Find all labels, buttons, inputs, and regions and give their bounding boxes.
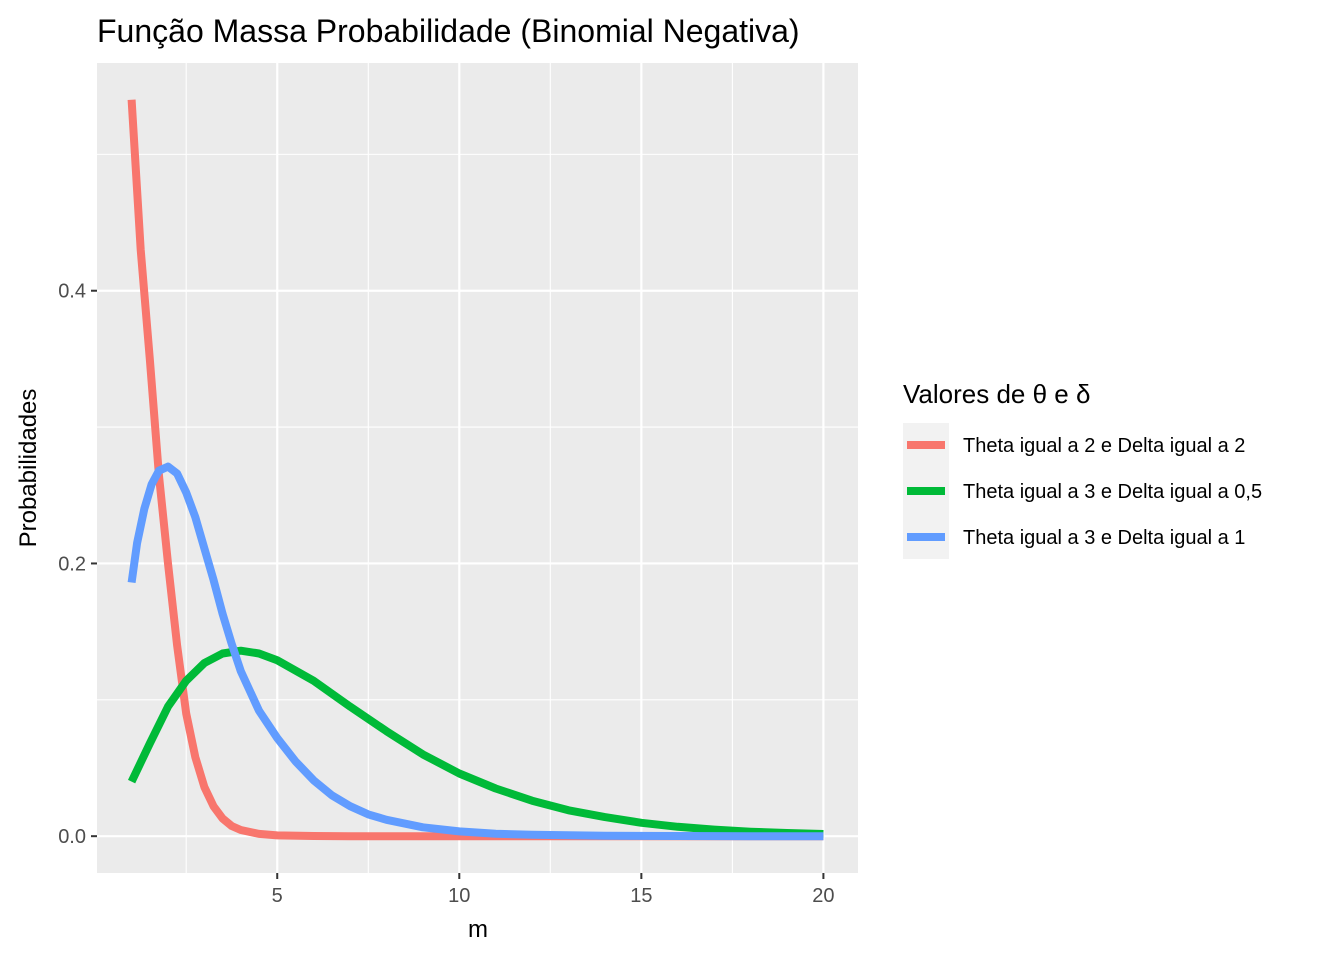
x-tick-label: 15 <box>630 885 652 907</box>
y-tick-label: 0.4 <box>58 281 86 303</box>
legend-label-3: Theta igual a 3 e Delta igual a 1 <box>963 527 1245 549</box>
legend-label-1: Theta igual a 2 e Delta igual a 2 <box>963 435 1245 457</box>
legend-label-2: Theta igual a 3 e Delta igual a 0,5 <box>963 481 1262 503</box>
series-group <box>127 99 824 841</box>
x-axis: 5 10 15 20 <box>272 873 835 907</box>
x-axis-title: m <box>468 916 488 943</box>
plot-panel <box>97 63 858 873</box>
legend: Valores de θ e δ Theta igual a 2 e Delta… <box>903 379 1262 559</box>
y-tick-label: 0.0 <box>58 826 86 848</box>
y-axis-title: Probabilidades <box>15 389 42 548</box>
x-tick-label: 20 <box>812 885 834 907</box>
x-tick-label: 5 <box>272 885 283 907</box>
series-line-3 <box>127 462 824 841</box>
legend-title: Valores de θ e δ <box>903 379 1090 409</box>
chart-title: Função Massa Probabilidade (Binomial Neg… <box>97 13 800 49</box>
x-tick-label: 10 <box>448 885 470 907</box>
grid <box>97 63 858 873</box>
y-axis: 0.0 0.2 0.4 <box>58 281 97 848</box>
y-tick-label: 0.2 <box>58 553 86 575</box>
legend-items: Theta igual a 2 e Delta igual a 2 Theta i… <box>907 435 1262 549</box>
series-line-2 <box>127 646 824 838</box>
